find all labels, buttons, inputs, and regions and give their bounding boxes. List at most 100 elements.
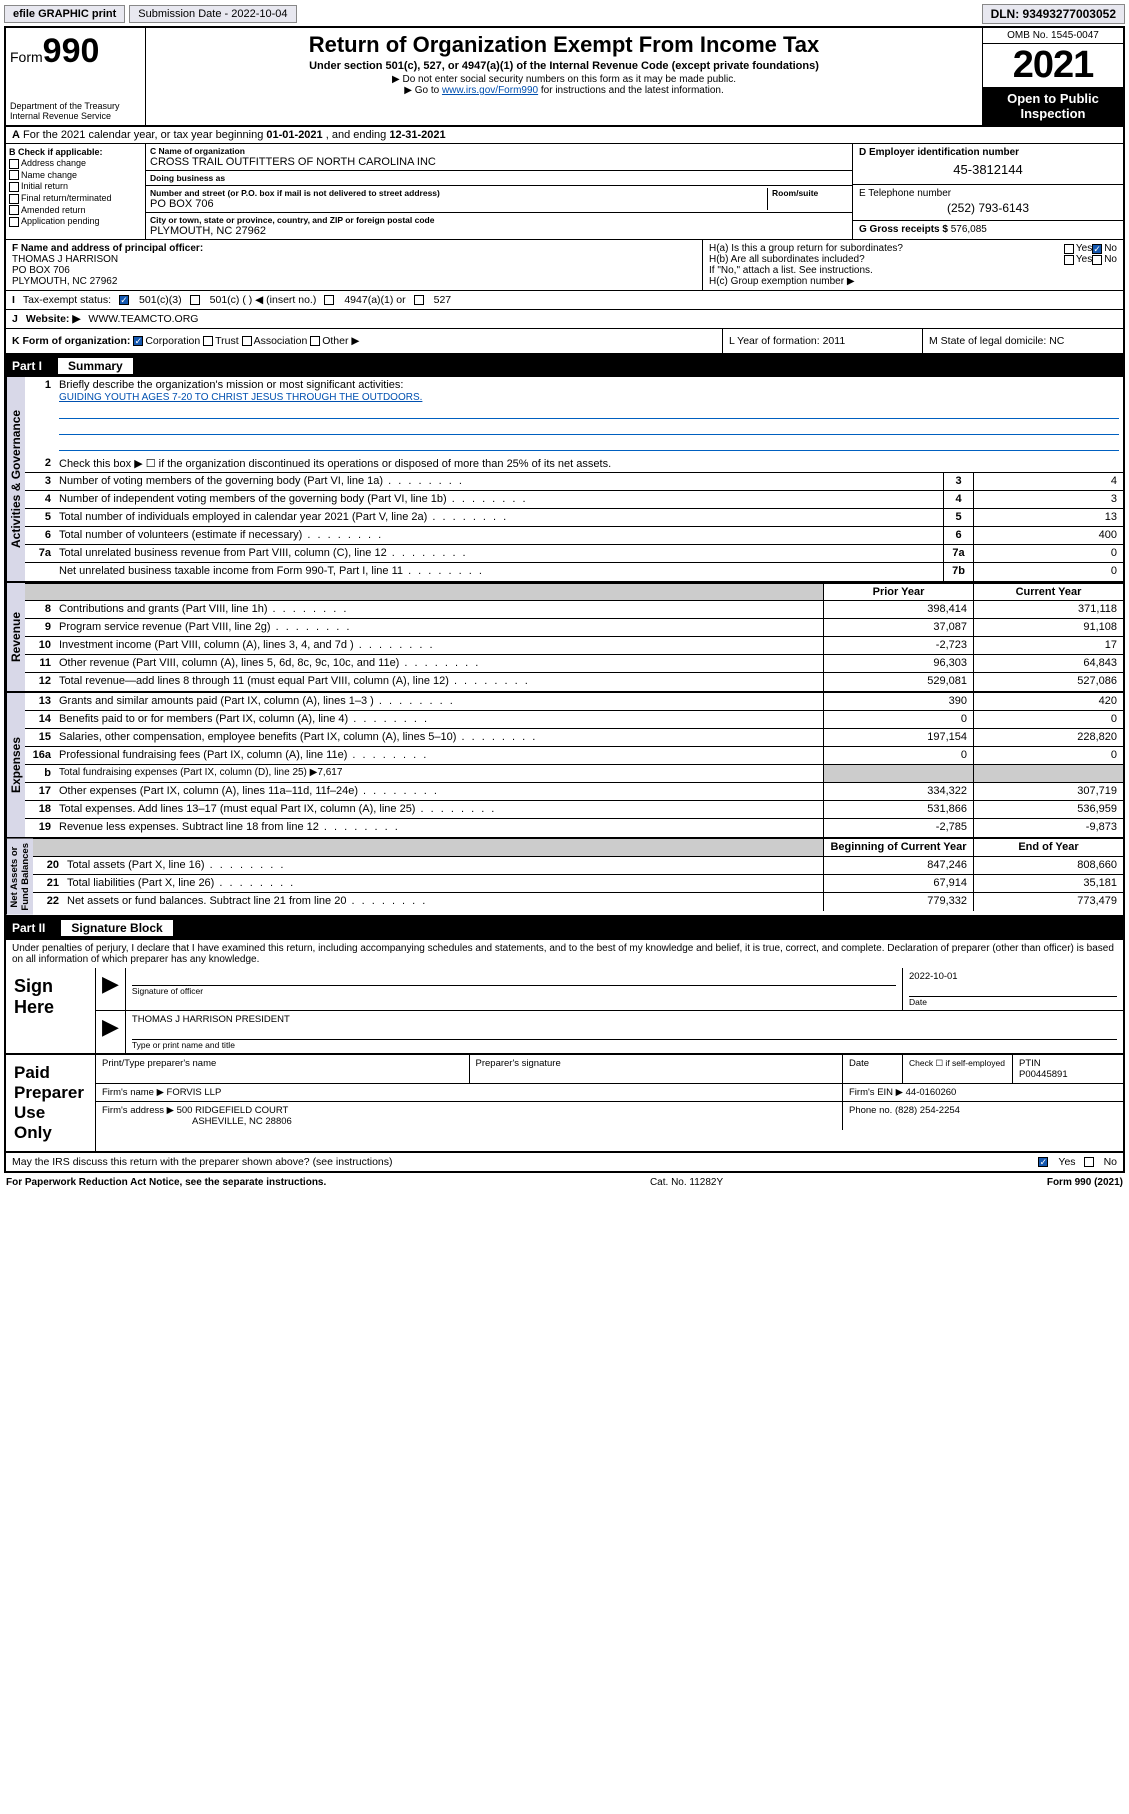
line-val: 400	[973, 527, 1123, 544]
chk-ha-no[interactable]	[1092, 244, 1102, 254]
chk-hb-yes[interactable]	[1064, 255, 1074, 265]
line-num: 20	[33, 857, 63, 874]
box-d-e-g: D Employer identification number 45-3812…	[853, 144, 1123, 239]
c-city-lbl: City or town, state or province, country…	[150, 215, 848, 225]
line-box: 4	[943, 491, 973, 508]
line-prior: 0	[823, 711, 973, 728]
line-box: 7a	[943, 545, 973, 562]
c-addr-lbl: Number and street (or P.O. box if mail i…	[150, 188, 763, 198]
chk-527[interactable]	[414, 295, 424, 305]
chk-corp[interactable]	[133, 336, 143, 346]
line-prior: 197,154	[823, 729, 973, 746]
org-name: CROSS TRAIL OUTFITTERS OF NORTH CAROLINA…	[150, 156, 848, 168]
sig-date-lbl: Date	[909, 996, 1117, 1007]
chk-other[interactable]	[310, 336, 320, 346]
line-prior: -2,785	[823, 819, 973, 837]
line-b-num: b	[25, 765, 55, 782]
form-number: 990	[43, 32, 100, 70]
line-text: Net unrelated business taxable income fr…	[55, 563, 943, 581]
officer-name: THOMAS J HARRISON	[12, 254, 118, 265]
line-current: 420	[973, 693, 1123, 710]
chk-discuss-no[interactable]	[1084, 1157, 1094, 1167]
col-begin: Beginning of Current Year	[823, 839, 973, 856]
line-prior: 398,414	[823, 601, 973, 618]
line-num: 10	[25, 637, 55, 654]
line-val: 3	[973, 491, 1123, 508]
line-text: Number of voting members of the governin…	[55, 473, 943, 490]
chk-trust[interactable]	[203, 336, 213, 346]
firm-phone: (828) 254-2254	[895, 1105, 960, 1116]
line-current: 808,660	[973, 857, 1123, 874]
box-c: C Name of organization CROSS TRAIL OUTFI…	[146, 144, 853, 239]
f-lbl: F Name and address of principal officer:	[12, 243, 203, 254]
line-val: 0	[973, 545, 1123, 562]
line-b-txt: Total fundraising expenses (Part IX, col…	[55, 765, 823, 782]
hb-note: If "No," attach a list. See instructions…	[709, 265, 1117, 276]
line-text: Revenue less expenses. Subtract line 18 …	[55, 819, 823, 837]
j-lbl: Website: ▶	[26, 313, 81, 325]
line-box: 7b	[943, 563, 973, 581]
e-lbl: E Telephone number	[859, 188, 951, 199]
line-text: Salaries, other compensation, employee b…	[55, 729, 823, 746]
b-header: B Check if applicable:	[9, 147, 142, 157]
sig-arrow-icon: ▶	[96, 968, 126, 1010]
firm-ein-lbl: Firm's EIN ▶	[849, 1087, 903, 1098]
website: WWW.TEAMCTO.ORG	[88, 313, 198, 325]
chk-ha-yes[interactable]	[1064, 244, 1074, 254]
firm-name-lbl: Firm's name ▶	[102, 1087, 164, 1098]
chk-address-change[interactable]: Address change	[9, 158, 142, 169]
chk-amended-return[interactable]: Amended return	[9, 205, 142, 216]
line-num: 19	[25, 819, 55, 837]
line-text: Total unrelated business revenue from Pa…	[55, 545, 943, 562]
dept-label: Department of the Treasury Internal Reve…	[10, 101, 141, 121]
title-box: Return of Organization Exempt From Incom…	[146, 28, 983, 125]
line-current: 91,108	[973, 619, 1123, 636]
c-room-lbl: Room/suite	[772, 188, 848, 198]
line-current: 35,181	[973, 875, 1123, 892]
ein: 45-3812144	[859, 158, 1117, 181]
form-title: Return of Organization Exempt From Incom…	[150, 32, 978, 58]
sig-line-lbl: Signature of officer	[132, 985, 896, 996]
line-current: 371,118	[973, 601, 1123, 618]
chk-assoc[interactable]	[242, 336, 252, 346]
line-prior: 0	[823, 747, 973, 764]
omb-number: OMB No. 1545-0047	[983, 28, 1123, 44]
chk-name-change[interactable]: Name change	[9, 170, 142, 181]
line-current: 17	[973, 637, 1123, 654]
m-state: M State of legal domicile: NC	[923, 329, 1123, 353]
box-h: H(a) Is this a group return for subordin…	[703, 240, 1123, 290]
line-current: 0	[973, 711, 1123, 728]
subtitle-3-post: for instructions and the latest informat…	[538, 85, 724, 96]
line-prior: 390	[823, 693, 973, 710]
line-current: 307,719	[973, 783, 1123, 800]
k-lbl: K Form of organization:	[12, 335, 130, 347]
efile-button[interactable]: efile GRAPHIC print	[4, 5, 125, 23]
ptin-lbl: PTIN	[1019, 1058, 1041, 1069]
chk-discuss-yes[interactable]	[1038, 1157, 1048, 1167]
line-num: 3	[25, 473, 55, 490]
line-prior: 779,332	[823, 893, 973, 911]
year-box: OMB No. 1545-0047 2021 Open to Public In…	[983, 28, 1123, 125]
chk-501c[interactable]	[190, 295, 200, 305]
irs-link[interactable]: www.irs.gov/Form990	[442, 85, 538, 96]
line-num: 22	[33, 893, 63, 911]
line-current: 527,086	[973, 673, 1123, 691]
footer-right: Form 990 (2021)	[1047, 1177, 1123, 1188]
line-current: 773,479	[973, 893, 1123, 911]
line-num: 12	[25, 673, 55, 691]
chk-application-pending[interactable]: Application pending	[9, 216, 142, 227]
i-lbl: Tax-exempt status:	[23, 294, 111, 306]
firm-addr1: 500 RIDGEFIELD COURT	[177, 1105, 289, 1116]
line-num: 14	[25, 711, 55, 728]
chk-501c3[interactable]	[119, 295, 129, 305]
chk-4947[interactable]	[324, 295, 334, 305]
col-prior: Prior Year	[823, 584, 973, 600]
subtitle-3-pre: ▶ Go to	[404, 85, 442, 96]
line-text: Total number of volunteers (estimate if …	[55, 527, 943, 544]
chk-initial-return[interactable]: Initial return	[9, 181, 142, 192]
chk-final-return[interactable]: Final return/terminated	[9, 193, 142, 204]
sig-arrow-icon-2: ▶	[96, 1011, 126, 1053]
chk-hb-no[interactable]	[1092, 255, 1102, 265]
line-val: 13	[973, 509, 1123, 526]
subtitle-2: ▶ Do not enter social security numbers o…	[150, 74, 978, 85]
